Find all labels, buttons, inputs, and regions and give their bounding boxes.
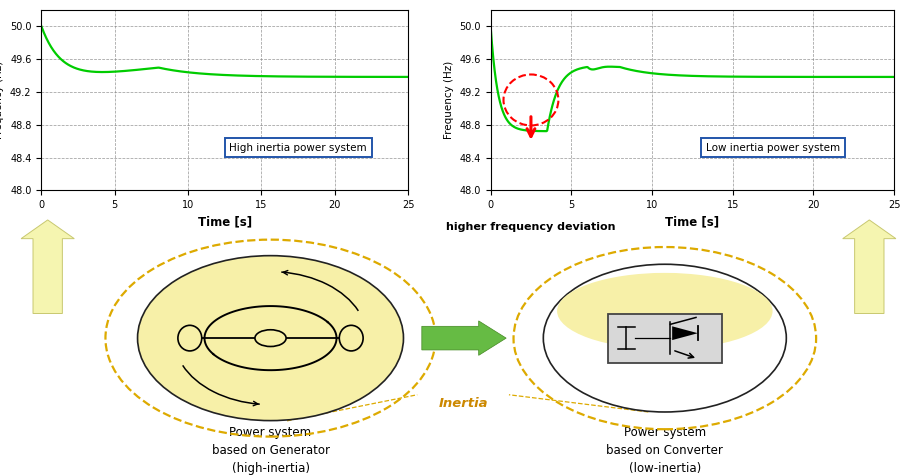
FancyArrow shape xyxy=(843,220,896,314)
X-axis label: Time [s]: Time [s] xyxy=(197,216,252,228)
Text: High inertia power system: High inertia power system xyxy=(229,143,367,153)
Circle shape xyxy=(255,330,286,347)
Y-axis label: Frequency (Hz): Frequency (Hz) xyxy=(444,61,454,139)
FancyArrow shape xyxy=(21,220,74,314)
Polygon shape xyxy=(672,327,698,340)
Bar xyxy=(608,314,723,363)
Ellipse shape xyxy=(339,325,363,351)
Text: Inertia: Inertia xyxy=(438,397,488,410)
Y-axis label: Frequency (Hz): Frequency (Hz) xyxy=(0,61,5,139)
Text: Power system
based on Generator
(high-inertia): Power system based on Generator (high-in… xyxy=(212,426,329,475)
Text: Low inertia power system: Low inertia power system xyxy=(706,143,840,153)
Ellipse shape xyxy=(558,273,772,349)
FancyArrow shape xyxy=(422,321,506,356)
X-axis label: Time [s]: Time [s] xyxy=(665,216,720,228)
Ellipse shape xyxy=(543,264,787,412)
Ellipse shape xyxy=(138,256,403,421)
Ellipse shape xyxy=(178,325,202,351)
Text: higher frequency deviation: higher frequency deviation xyxy=(447,222,615,232)
Text: Power system
based on Converter
(low-inertia): Power system based on Converter (low-ine… xyxy=(606,426,724,475)
